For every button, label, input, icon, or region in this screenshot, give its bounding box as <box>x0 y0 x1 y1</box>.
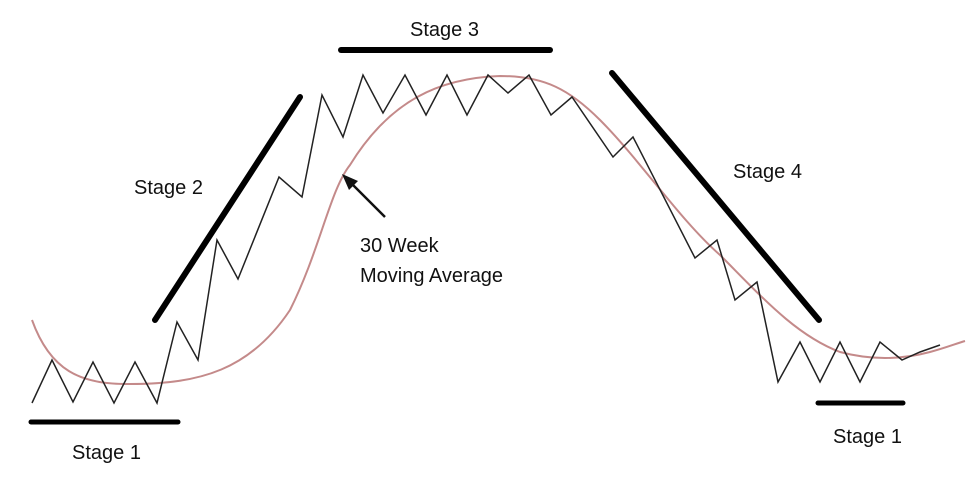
stage1-right-label: Stage 1 <box>833 426 902 448</box>
stage2-trend-bar <box>152 94 303 323</box>
ma-label-line2: Moving Average <box>360 265 503 287</box>
moving-average-curve <box>31 74 966 386</box>
price-line <box>31 73 941 406</box>
ma-label-line1: 30 Week <box>360 235 440 257</box>
arrow-head-icon <box>342 174 358 190</box>
stage3-label: Stage 3 <box>410 19 479 41</box>
stage4-label: Stage 4 <box>733 161 802 183</box>
arrow-shaft <box>347 179 386 218</box>
stage4-trend-bar <box>609 70 822 323</box>
stage1-left-label: Stage 1 <box>72 442 141 464</box>
stage2-label: Stage 2 <box>134 177 203 199</box>
